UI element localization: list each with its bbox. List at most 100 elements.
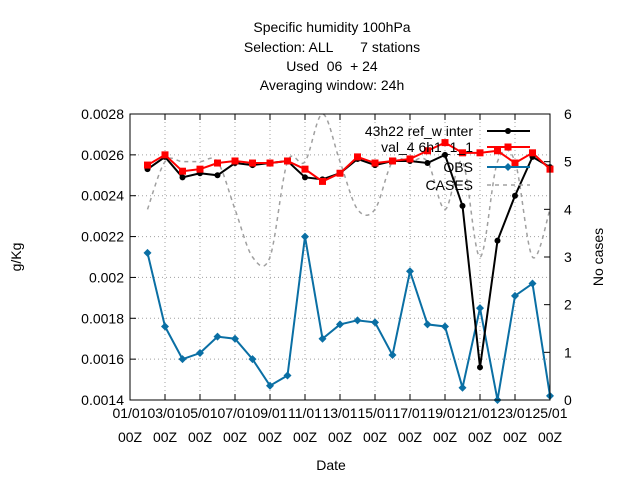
x-tick-label: 07/01 [217, 405, 252, 421]
data-point [213, 332, 222, 341]
data-point [354, 153, 361, 161]
x-tick-label: 01/01 [112, 405, 147, 421]
data-point [248, 355, 257, 364]
data-point [441, 139, 449, 147]
data-point [458, 383, 467, 392]
data-point [302, 174, 308, 181]
data-point [214, 159, 221, 167]
x-tick-label: 25/01 [532, 405, 567, 421]
data-point [249, 159, 256, 167]
x-tick-label: 09/01 [252, 405, 287, 421]
data-point [336, 169, 344, 177]
data-point [511, 159, 519, 167]
x-axis-label: Date [316, 457, 346, 473]
data-point [441, 322, 449, 331]
data-point [301, 232, 309, 241]
data-point [196, 349, 204, 358]
y-tick-label: 0.0028 [81, 106, 124, 122]
y2-tick-label: 0 [564, 392, 572, 408]
data-point [143, 248, 152, 257]
data-point [459, 149, 466, 157]
chart-title: Specific humidity 100hPa Selection: ALL … [244, 19, 420, 93]
data-point [528, 279, 537, 288]
y2-tick-label: 6 [564, 106, 572, 122]
data-point [459, 202, 466, 209]
data-point [406, 267, 414, 276]
title-line-2: Selection: ALL 7 stations [244, 39, 420, 55]
y-tick-label: 0.0014 [81, 392, 124, 408]
x-tick-label-time: 00Z [538, 429, 563, 445]
y2-tick-label: 4 [564, 201, 572, 217]
data-point [494, 237, 501, 244]
data-point [504, 143, 512, 151]
data-point [353, 316, 362, 325]
x-tick-label: 11/01 [288, 405, 322, 421]
x-tick-label: 17/01 [392, 405, 427, 421]
x-tick-label-time: 00Z [503, 429, 528, 445]
x-tick-label-time: 00Z [293, 429, 318, 445]
x-tick-label: 23/01 [497, 405, 532, 421]
data-point [161, 322, 169, 331]
x-tick-label: 15/01 [357, 405, 392, 421]
data-point [476, 149, 484, 157]
title-line-1: Specific humidity 100hPa [253, 19, 410, 35]
data-point [319, 177, 326, 185]
axes: 01/0100Z03/0100Z05/0100Z07/0100Z09/0100Z… [81, 106, 572, 445]
data-point [371, 159, 379, 167]
legend-label: CASES [426, 177, 473, 193]
data-point [423, 320, 432, 329]
data-point [406, 155, 414, 163]
data-point [283, 371, 292, 380]
data-point [442, 151, 448, 158]
x-tick-label-time: 00Z [328, 429, 353, 445]
data-point [424, 160, 431, 167]
val-series [144, 139, 554, 185]
data-point [161, 151, 169, 159]
legend-label: OBS [443, 159, 473, 175]
data-point [477, 364, 483, 371]
y-tick-label: 0.0026 [81, 147, 124, 163]
x-tick-label-time: 00Z [188, 429, 213, 445]
data-point [388, 351, 397, 360]
data-point [318, 334, 327, 343]
y2-axis-label: No cases [590, 228, 606, 286]
data-point [231, 334, 239, 343]
x-tick-label-time: 00Z [258, 429, 283, 445]
data-point [389, 157, 396, 165]
x-tick-label-time: 00Z [153, 429, 178, 445]
data-point [266, 159, 274, 167]
x-tick-label-time: 00Z [223, 429, 248, 445]
x-tick-label: 05/01 [182, 405, 217, 421]
y-tick-label: 0.0024 [81, 188, 124, 204]
x-tick-label-time: 00Z [398, 429, 423, 445]
data-point [512, 192, 518, 199]
data-point [179, 174, 186, 181]
data-point [336, 320, 344, 329]
y2-tick-label: 1 [564, 344, 572, 360]
x-tick-label: 21/01 [462, 405, 497, 421]
title-line-3: Used 06 + 24 [286, 58, 378, 74]
title-line-4: Averaging window: 24h [260, 77, 405, 93]
x-tick-label-time: 00Z [433, 429, 458, 445]
data-point [196, 165, 204, 173]
legend-label: val_4 6h1_1_1 [381, 139, 473, 155]
x-tick-label-time: 00Z [468, 429, 493, 445]
y-tick-label: 0.0022 [81, 229, 124, 245]
data-point [179, 167, 186, 175]
data-point [301, 165, 309, 173]
data-point [494, 147, 501, 155]
data-point [504, 163, 512, 171]
data-point [511, 291, 519, 300]
data-point [178, 355, 187, 364]
x-tick-label: 03/01 [147, 405, 182, 421]
data-point [144, 161, 151, 169]
data-point [371, 318, 379, 327]
data-point [214, 172, 221, 179]
y2-tick-label: 5 [564, 154, 572, 170]
series-line [146, 236, 551, 401]
data-point [266, 381, 274, 390]
y2-tick-label: 3 [564, 249, 572, 265]
data-point [424, 147, 431, 155]
